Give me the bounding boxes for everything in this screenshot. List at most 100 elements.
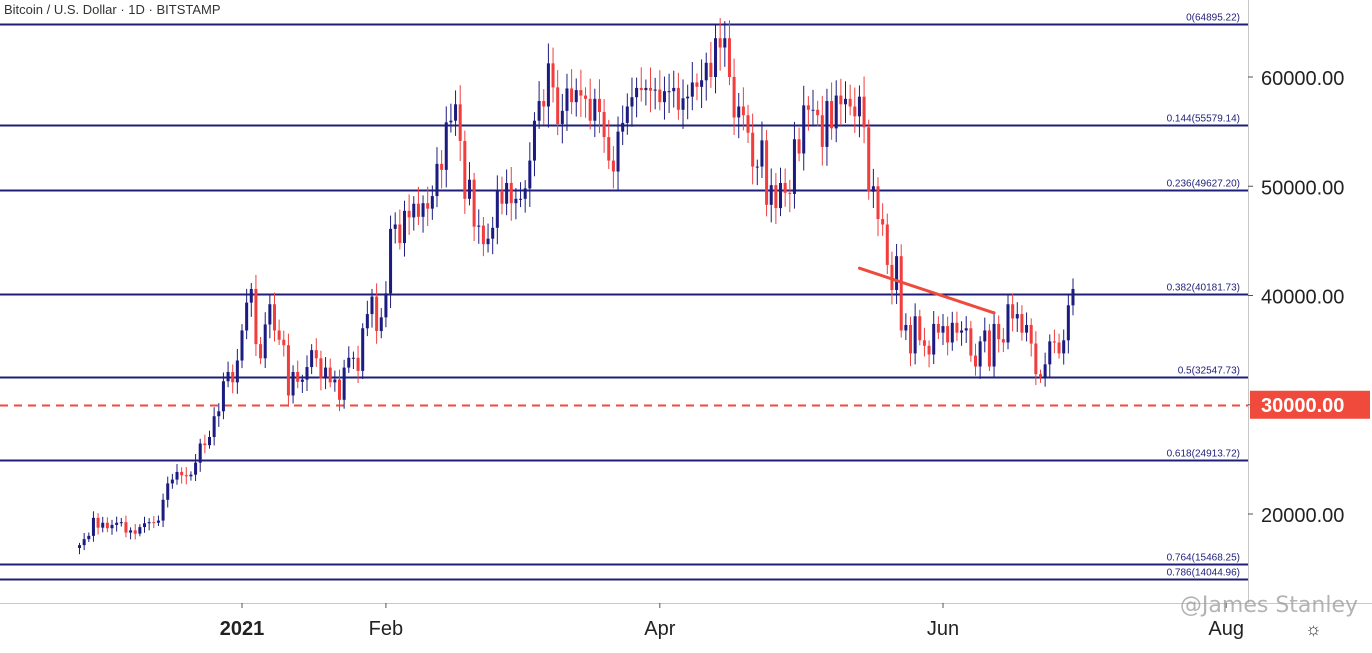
candle-body bbox=[435, 163, 439, 197]
candle-body bbox=[769, 185, 773, 205]
candle-body bbox=[839, 95, 843, 105]
candle-body bbox=[458, 104, 462, 141]
candle-body bbox=[908, 324, 913, 354]
candle-body bbox=[1062, 340, 1066, 354]
candle-body bbox=[491, 227, 495, 239]
candle-body bbox=[486, 238, 490, 245]
candle-body bbox=[565, 88, 569, 111]
candle-body bbox=[305, 367, 309, 380]
candle-body bbox=[881, 219, 885, 225]
price-highlight-badge bbox=[1250, 390, 1370, 419]
candle-body bbox=[653, 89, 657, 91]
candle-body bbox=[361, 328, 365, 371]
candle-body bbox=[203, 443, 207, 446]
candle-body bbox=[774, 185, 778, 209]
candle-body bbox=[574, 90, 578, 103]
candle-body bbox=[467, 179, 471, 199]
candle-body bbox=[676, 87, 680, 110]
candle-body bbox=[161, 499, 165, 521]
candle-body bbox=[426, 203, 430, 209]
fib-label: 0.618(24913.72) bbox=[1167, 449, 1240, 460]
candle-body bbox=[115, 522, 119, 525]
candle-body bbox=[602, 111, 606, 138]
candle-body bbox=[579, 90, 583, 96]
candle-body bbox=[365, 314, 369, 329]
candle-body bbox=[765, 140, 769, 205]
candle-body bbox=[1001, 339, 1005, 343]
candle-body bbox=[328, 367, 332, 383]
candle-body bbox=[379, 317, 383, 332]
candle-body bbox=[825, 101, 829, 147]
candle-body bbox=[356, 357, 360, 371]
candle-body bbox=[523, 188, 527, 199]
candle-body bbox=[286, 345, 290, 396]
fib-levels: 0(64895.22) 0.144(55579.14) 0.236(49627.20… bbox=[0, 13, 1248, 581]
candle-body bbox=[792, 139, 796, 194]
candle-body bbox=[607, 137, 611, 161]
fib-label: 0.144(55579.14) bbox=[1167, 114, 1240, 125]
candle-body bbox=[556, 87, 560, 124]
candle-body bbox=[983, 330, 987, 342]
fib-label: 0.786(14044.96) bbox=[1167, 568, 1240, 579]
candle-body bbox=[1015, 314, 1019, 319]
candle-body bbox=[964, 328, 968, 331]
candle-body bbox=[1043, 364, 1047, 378]
candle-body bbox=[101, 522, 105, 528]
candle-body bbox=[319, 358, 323, 379]
candle-body bbox=[834, 95, 838, 129]
candle-body bbox=[463, 140, 467, 199]
candle-body bbox=[704, 62, 708, 81]
candles bbox=[78, 18, 1075, 555]
candle-body bbox=[389, 228, 393, 294]
candle-body bbox=[950, 322, 954, 343]
candle-body bbox=[351, 357, 355, 359]
price-tick-label: 50000.00 bbox=[1261, 177, 1344, 199]
candle-body bbox=[922, 340, 926, 346]
candle-body bbox=[481, 225, 485, 245]
title-separator: · bbox=[148, 2, 153, 17]
candle-body bbox=[110, 524, 114, 529]
candle-body bbox=[783, 182, 787, 193]
gear-icon[interactable]: ☼ bbox=[1305, 619, 1322, 639]
candle-body bbox=[272, 304, 277, 331]
candle-body bbox=[844, 98, 848, 105]
candle-body bbox=[119, 522, 123, 524]
candle-body bbox=[997, 323, 1001, 340]
candle-body bbox=[268, 304, 272, 325]
candle-body bbox=[635, 87, 639, 98]
candle-body bbox=[1048, 341, 1052, 365]
fib-label: 0.5(32547.73) bbox=[1178, 366, 1240, 377]
candle-body bbox=[1006, 304, 1010, 343]
candle-body bbox=[593, 98, 597, 121]
candle-body bbox=[519, 198, 523, 200]
candle-body bbox=[1034, 343, 1038, 375]
candle-body bbox=[416, 203, 420, 217]
fib-label: 0.236(49627.20) bbox=[1167, 179, 1240, 190]
candle-body bbox=[314, 350, 318, 359]
price-tick-label: 30000.00 bbox=[1261, 395, 1344, 417]
candle-body bbox=[616, 131, 620, 172]
fib-label: 0.764(15468.25) bbox=[1167, 553, 1240, 564]
candle-body bbox=[147, 522, 151, 524]
candle-body bbox=[282, 339, 286, 346]
candle-body bbox=[932, 323, 936, 355]
trendline-group bbox=[857, 266, 996, 315]
candle-body bbox=[639, 87, 643, 91]
candle-body bbox=[658, 89, 662, 103]
candle-body bbox=[597, 98, 601, 112]
candle-body bbox=[751, 132, 755, 167]
candle-body bbox=[992, 323, 996, 367]
candle-body bbox=[235, 360, 239, 383]
candle-body bbox=[588, 98, 592, 121]
candle-body bbox=[1052, 341, 1056, 343]
candle-body bbox=[927, 345, 931, 355]
candle-body bbox=[226, 371, 230, 382]
candle-body bbox=[788, 192, 792, 194]
candle-body bbox=[913, 316, 917, 354]
candle-body bbox=[184, 475, 188, 477]
candle-body bbox=[797, 139, 801, 154]
candle-body bbox=[876, 186, 880, 220]
candle-body bbox=[737, 106, 741, 118]
